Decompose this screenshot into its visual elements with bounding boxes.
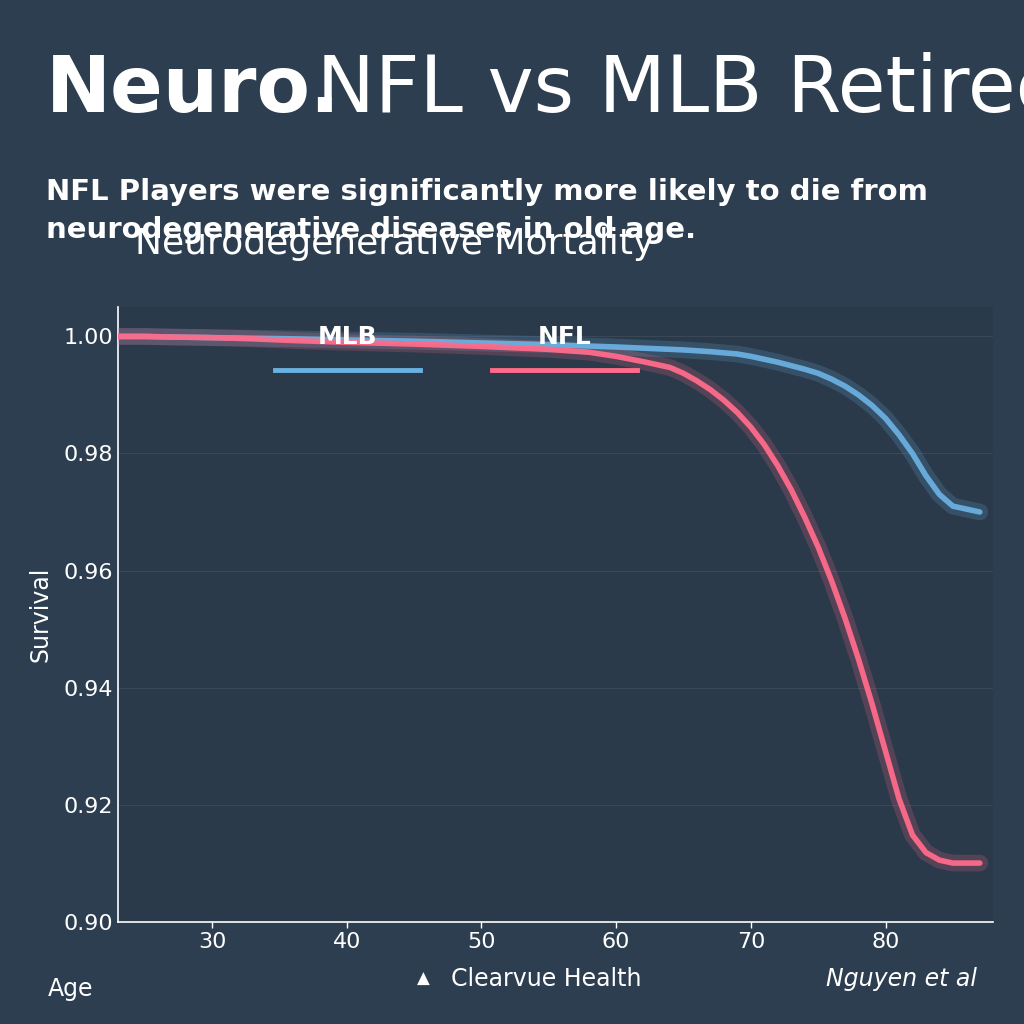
Text: NFL Players were significantly more likely to die from
neurodegenerative disease: NFL Players were significantly more like… [46,178,928,244]
Text: ▲: ▲ [418,970,430,988]
Text: Nguyen et al: Nguyen et al [825,967,977,991]
Text: Neurodegenerative Mortality: Neurodegenerative Mortality [135,227,654,261]
Text: Clearvue Health: Clearvue Health [451,967,641,991]
Text: Neuro.: Neuro. [46,51,340,128]
Text: NFL vs MLB Retirees: NFL vs MLB Retirees [292,51,1024,128]
Y-axis label: Survival: Survival [29,566,52,663]
Text: Age: Age [48,977,93,1000]
